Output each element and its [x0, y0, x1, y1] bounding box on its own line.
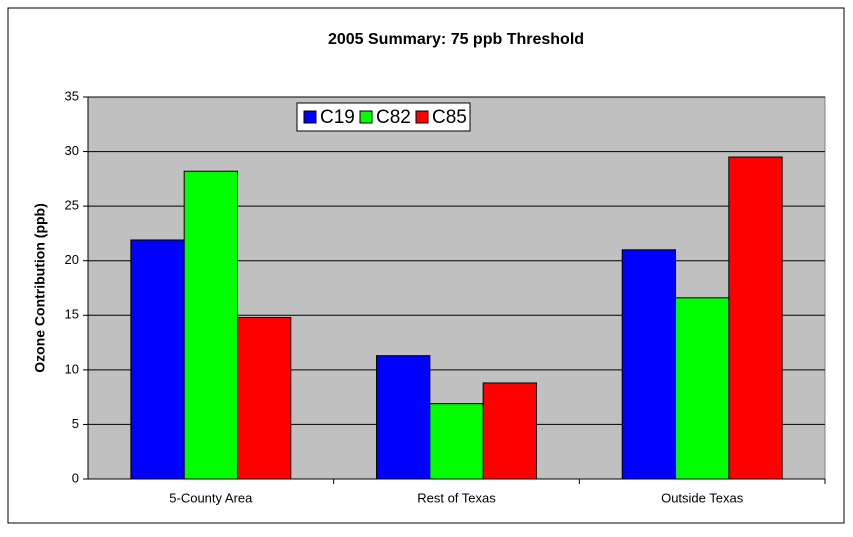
y-tick-label: 25 — [65, 198, 79, 213]
bar — [675, 297, 730, 480]
legend-label: C19 — [320, 107, 355, 128]
legend-label: C82 — [376, 107, 411, 128]
legend-swatch — [359, 110, 373, 124]
legend-label: C85 — [432, 107, 467, 128]
bar — [183, 170, 238, 480]
legend-swatch — [303, 110, 317, 124]
x-tick-label: Rest of Texas — [417, 490, 496, 505]
bar — [429, 403, 484, 480]
bar — [376, 355, 431, 480]
y-tick-label: 0 — [72, 470, 79, 485]
y-tick-label: 30 — [65, 143, 79, 158]
bar — [236, 316, 292, 480]
y-tick-label: 10 — [65, 361, 79, 376]
y-tick-label: 35 — [65, 88, 79, 103]
legend-box — [296, 102, 471, 132]
bar — [130, 239, 185, 480]
x-tick-label: Outside Texas — [661, 490, 744, 505]
y-tick-label: 15 — [65, 307, 79, 322]
x-tick-label: 5-County Area — [169, 490, 253, 505]
legend-swatch — [415, 110, 429, 124]
bar — [482, 382, 537, 480]
bar — [621, 249, 677, 480]
chart-title: 2005 Summary: 75 ppb Threshold — [328, 31, 584, 48]
y-tick-label: 5 — [72, 416, 79, 431]
y-axis-label: Ozone Contribution (ppb) — [32, 203, 48, 373]
y-tick-label: 20 — [65, 252, 79, 267]
bar — [728, 156, 783, 480]
